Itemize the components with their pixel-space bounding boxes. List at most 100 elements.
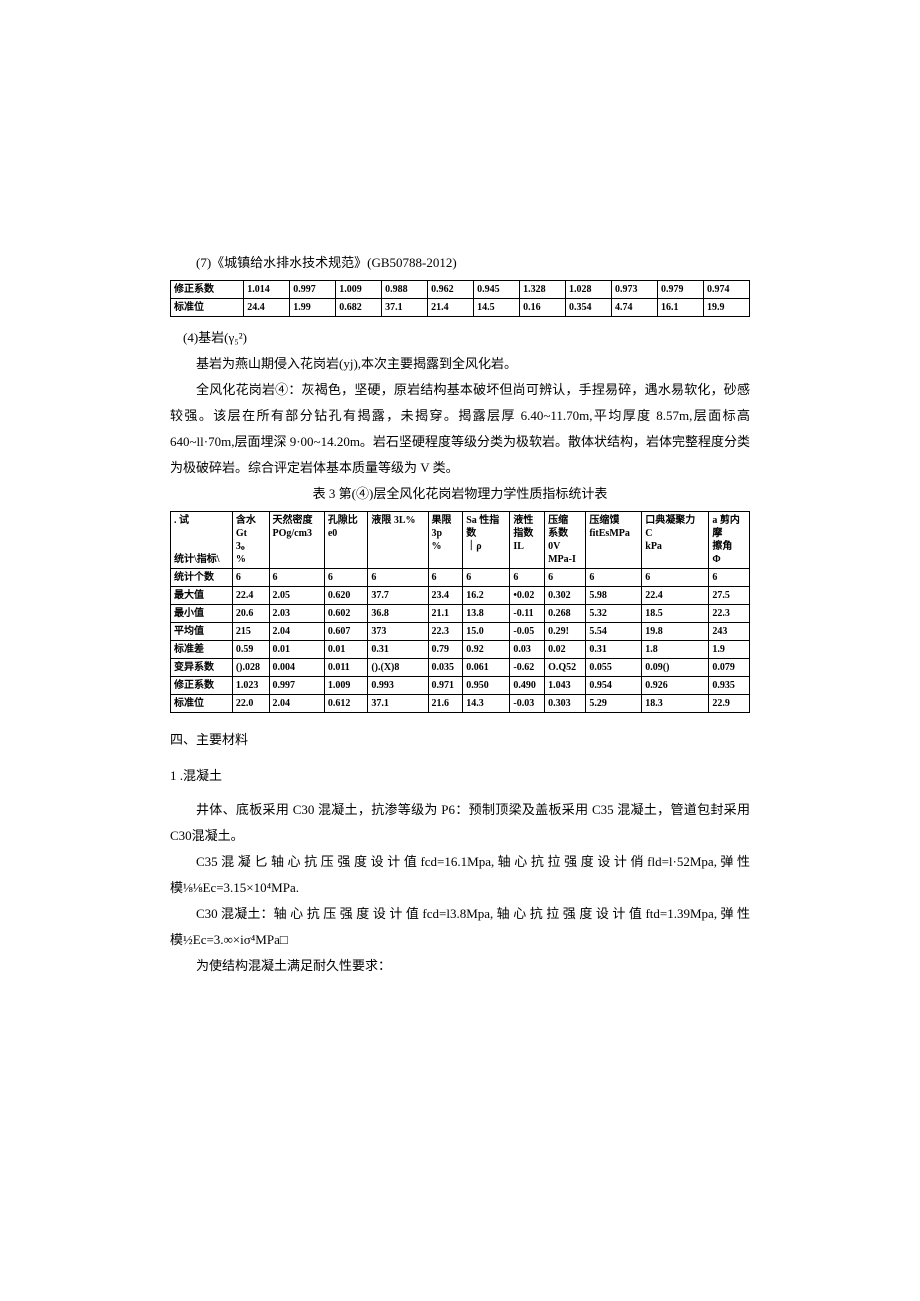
table-cell: 0.979 — [657, 281, 703, 299]
table-cell: 4.74 — [612, 299, 658, 317]
table-cell: 6 — [463, 569, 510, 587]
table-2-title: 表 3 第(④)层全风化花岗岩物理力学性质指标统计表 — [170, 481, 750, 507]
table-header-cell: Sa 性指 数 ｜ρ — [463, 512, 510, 569]
table-cell: 0.011 — [324, 659, 368, 677]
table-cell: 2.04 — [269, 623, 324, 641]
table-header-cell: . 试 统计\指标\ — [171, 512, 233, 569]
table-cell: 6 — [510, 569, 545, 587]
table-cell: 0.03 — [510, 641, 545, 659]
table-cell: 22.9 — [709, 695, 750, 713]
table-cell: 1.014 — [244, 281, 290, 299]
table-cell: 6 — [269, 569, 324, 587]
table-cell: ().(X)8 — [368, 659, 428, 677]
table-cell: 6 — [324, 569, 368, 587]
table-header-cell: 天然密度 POg/cm3 — [269, 512, 324, 569]
table-cell: 统计个数 — [171, 569, 233, 587]
table-cell: 6 — [709, 569, 750, 587]
table-cell: 0.02 — [545, 641, 586, 659]
table-cell: 215 — [232, 623, 269, 641]
table-cell: 243 — [709, 623, 750, 641]
table-cell: 1.9 — [709, 641, 750, 659]
table-cell: 2.05 — [269, 587, 324, 605]
table-cell: -0.05 — [510, 623, 545, 641]
table-cell: 5.32 — [586, 605, 642, 623]
table-cell: 标准位 — [171, 695, 233, 713]
table-cell: 6 — [642, 569, 709, 587]
table-cell: 平均值 — [171, 623, 233, 641]
section-heading: 四、主要材料 — [170, 727, 750, 753]
table-cell: 373 — [368, 623, 428, 641]
table-cell: 0.935 — [709, 677, 750, 695]
table-cell: 0.954 — [586, 677, 642, 695]
table-cell: 1.328 — [520, 281, 566, 299]
table-1: 修正系数1.0140.9971.0090.9880.9620.9451.3281… — [170, 280, 750, 317]
table-cell: 22.3 — [428, 623, 463, 641]
table-header-cell: 压缩馍 fitEsMPa — [586, 512, 642, 569]
table-cell: 0.31 — [586, 641, 642, 659]
table-cell: 19.9 — [703, 299, 749, 317]
table-cell: 0.061 — [463, 659, 510, 677]
table-cell: 19.8 — [642, 623, 709, 641]
table-cell: 0.01 — [324, 641, 368, 659]
table-cell: 1.023 — [232, 677, 269, 695]
table-cell: 0.926 — [642, 677, 709, 695]
table-header-cell: 口典凝聚力 C kPa — [642, 512, 709, 569]
table-header-cell: a 剪内 摩 擦角 Φ — [709, 512, 750, 569]
table-cell: 0.490 — [510, 677, 545, 695]
table-cell: 标准差 — [171, 641, 233, 659]
table-cell: 13.8 — [463, 605, 510, 623]
table-cell: 0.971 — [428, 677, 463, 695]
table-cell: 0.055 — [586, 659, 642, 677]
table-cell: 24.4 — [244, 299, 290, 317]
table-cell: 标准位 — [171, 299, 244, 317]
table-cell: 0.035 — [428, 659, 463, 677]
table-cell: 1.028 — [566, 281, 612, 299]
table-cell: 5.29 — [586, 695, 642, 713]
table-cell: •0.02 — [510, 587, 545, 605]
table-cell: 变异系数 — [171, 659, 233, 677]
table-cell: 0.997 — [290, 281, 336, 299]
para-rock-2: 全风化花岗岩④：灰褐色，坚硬，原岩结构基本破坏但尚可辨认，手捏易碎，遇水易软化，… — [170, 377, 750, 481]
table-2: . 试 统计\指标\含水 Gt 3。 %天然密度 POg/cm3孔隙比 e0液限… — [170, 511, 750, 713]
table-cell: 0.602 — [324, 605, 368, 623]
table-header-cell: 压缩 系数 0V MPa-I — [545, 512, 586, 569]
table-cell: 0.607 — [324, 623, 368, 641]
table-cell: 37.1 — [368, 695, 428, 713]
table-header-cell: 液限 3L% — [368, 512, 428, 569]
para-rock-heading: (4)基岩(γ₅²) — [170, 325, 750, 351]
table-cell: 1.009 — [324, 677, 368, 695]
table-cell: 6 — [232, 569, 269, 587]
table-cell: 22.0 — [232, 695, 269, 713]
table-cell: 22.4 — [642, 587, 709, 605]
table-cell: 22.4 — [232, 587, 269, 605]
table-header-cell: 液性 指数 IL — [510, 512, 545, 569]
citation-line: (7)《城镇给水排水技术规范》(GB50788-2012) — [170, 250, 750, 276]
table-cell: 0.079 — [709, 659, 750, 677]
table-cell: 0.004 — [269, 659, 324, 677]
table-cell: 0.962 — [428, 281, 474, 299]
table-cell: 27.5 — [709, 587, 750, 605]
table-header-cell: 果限 3p % — [428, 512, 463, 569]
table-cell: 22.3 — [709, 605, 750, 623]
table-cell: 0.31 — [368, 641, 428, 659]
table-cell: 0.682 — [336, 299, 382, 317]
table-cell: 2.03 — [269, 605, 324, 623]
table-cell: -0.03 — [510, 695, 545, 713]
table-cell: 0.974 — [703, 281, 749, 299]
table-cell: 0.92 — [463, 641, 510, 659]
table-cell: 1.009 — [336, 281, 382, 299]
table-cell: 0.612 — [324, 695, 368, 713]
table-cell: 修正系数 — [171, 281, 244, 299]
para-concrete-3: C30 混凝土：轴 心 抗 压 强 度 设 计 值 fcd=l3.8Mpa, 轴… — [170, 901, 750, 953]
table-header-cell: 孔隙比 e0 — [324, 512, 368, 569]
table-cell: 16.2 — [463, 587, 510, 605]
table-cell: 最大值 — [171, 587, 233, 605]
table-cell: 0.988 — [382, 281, 428, 299]
table-cell: ().028 — [232, 659, 269, 677]
table-cell: 21.6 — [428, 695, 463, 713]
table-cell: 0.79 — [428, 641, 463, 659]
table-cell: 1.99 — [290, 299, 336, 317]
table-cell: 0.16 — [520, 299, 566, 317]
table-cell: -0.11 — [510, 605, 545, 623]
table-cell: 1.8 — [642, 641, 709, 659]
